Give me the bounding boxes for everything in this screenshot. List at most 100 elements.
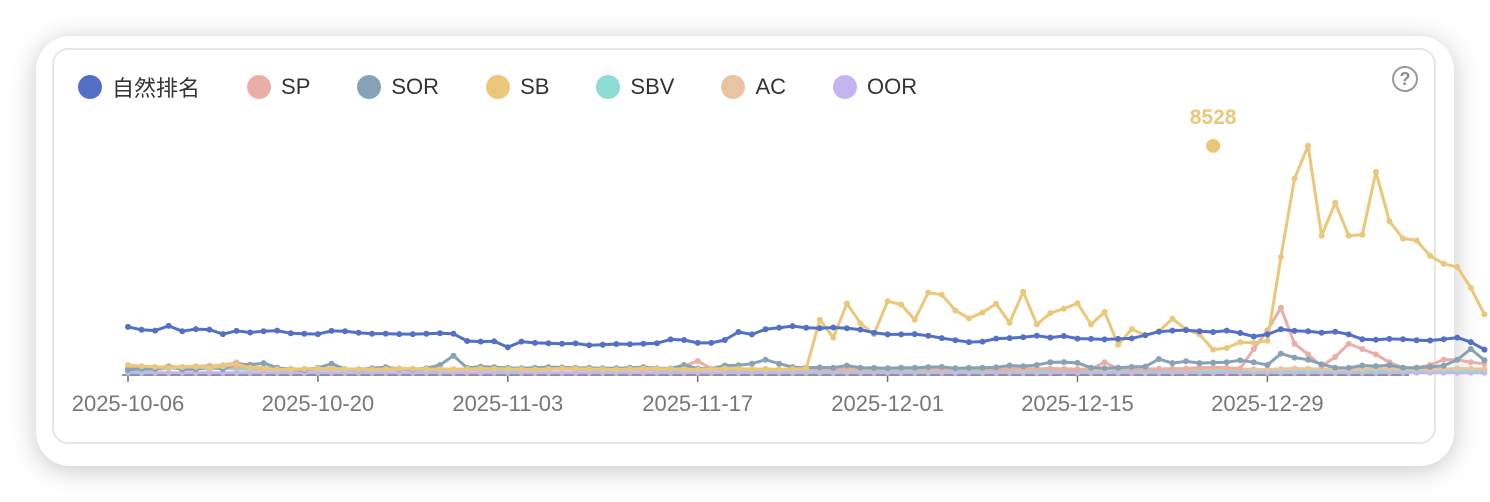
data-point <box>1250 346 1257 352</box>
data-point <box>776 366 783 373</box>
data-point <box>586 366 593 372</box>
data-point <box>1372 336 1379 343</box>
legend-item[interactable]: SP <box>247 74 310 100</box>
data-point <box>708 339 715 346</box>
data-point <box>1101 309 1108 315</box>
data-point <box>911 316 918 323</box>
data-point <box>613 366 620 373</box>
data-point <box>464 366 471 372</box>
data-point <box>1481 346 1488 353</box>
data-point <box>1088 335 1094 342</box>
data-point <box>274 366 281 373</box>
data-point <box>1359 231 1366 238</box>
data-point <box>1386 218 1393 225</box>
data-point <box>1074 366 1081 373</box>
data-point <box>1142 363 1149 370</box>
data-point <box>1169 365 1176 372</box>
data-point <box>1074 359 1081 366</box>
data-point <box>491 365 498 372</box>
data-point <box>952 337 959 344</box>
data-point <box>681 366 688 373</box>
data-point <box>1291 365 1298 372</box>
data-point <box>694 339 701 346</box>
legend-label: AC <box>755 74 787 99</box>
data-point <box>1454 334 1461 341</box>
data-point <box>287 330 294 337</box>
x-tick-label: 2025-11-03 <box>452 391 563 416</box>
data-point <box>152 327 159 334</box>
legend-label: 自然排名 <box>112 76 201 101</box>
data-point <box>1183 327 1189 334</box>
data-point <box>1264 337 1271 344</box>
data-point <box>586 342 593 349</box>
data-point <box>1250 359 1257 366</box>
data-point <box>518 338 525 345</box>
data-point <box>1237 365 1244 372</box>
data-point <box>165 364 172 371</box>
legend-item[interactable]: OOR <box>833 74 917 100</box>
data-point <box>1305 356 1312 363</box>
data-point <box>1467 346 1474 352</box>
data-point <box>1454 264 1461 270</box>
legend-item[interactable]: 自然排名 <box>78 71 200 103</box>
data-point <box>911 364 918 371</box>
data-point <box>1305 142 1312 149</box>
data-point <box>1400 235 1406 242</box>
data-point <box>1020 288 1027 295</box>
legend-item[interactable]: AC <box>721 74 786 100</box>
chart-legend: 自然排名 SP SOR SB SBV AC OOR <box>78 74 964 101</box>
data-point <box>938 363 945 370</box>
data-point <box>1115 364 1122 371</box>
data-point <box>898 364 905 371</box>
peak-label: 8528 <box>1190 106 1237 129</box>
data-point <box>1481 357 1488 364</box>
data-point <box>1196 360 1203 367</box>
data-point <box>952 307 959 314</box>
data-point <box>1372 363 1379 370</box>
data-point <box>1413 364 1420 371</box>
legend-item[interactable]: SB <box>486 74 549 100</box>
data-point <box>1345 340 1352 347</box>
data-point <box>1264 331 1271 338</box>
data-point <box>1359 336 1366 343</box>
data-point <box>789 366 796 372</box>
legend-item[interactable]: SBV <box>596 74 674 100</box>
data-point <box>1318 361 1325 368</box>
data-point <box>721 365 728 372</box>
data-point <box>993 300 1000 307</box>
data-point <box>328 365 335 372</box>
data-point <box>667 336 674 343</box>
data-point <box>748 360 755 367</box>
data-point <box>219 331 226 338</box>
data-point <box>192 363 199 370</box>
data-point <box>1345 232 1352 239</box>
data-point <box>409 331 416 338</box>
data-point <box>1250 333 1257 340</box>
data-point <box>1074 335 1081 342</box>
data-point <box>1169 315 1176 322</box>
data-point <box>1454 365 1461 372</box>
data-point <box>993 335 1000 342</box>
question-circle-icon[interactable]: ? <box>1392 66 1418 92</box>
data-point <box>287 366 294 373</box>
legend-item[interactable]: SOR <box>357 74 439 100</box>
data-point <box>1305 365 1312 372</box>
legend-label: OOR <box>867 74 918 99</box>
data-point <box>789 323 796 330</box>
data-point <box>1467 365 1474 372</box>
x-tick-label: 2025-12-15 <box>1021 391 1134 416</box>
data-point <box>1101 336 1108 343</box>
data-point <box>1183 358 1189 365</box>
data-point <box>721 337 728 343</box>
data-point <box>1033 332 1040 339</box>
data-point <box>1210 364 1217 371</box>
data-point <box>1427 252 1434 259</box>
legend-marker <box>486 75 511 99</box>
data-point <box>355 366 362 373</box>
data-point <box>1088 321 1094 328</box>
data-point <box>314 331 321 338</box>
data-point <box>1047 366 1054 372</box>
data-point <box>694 366 701 373</box>
data-point <box>572 340 579 347</box>
